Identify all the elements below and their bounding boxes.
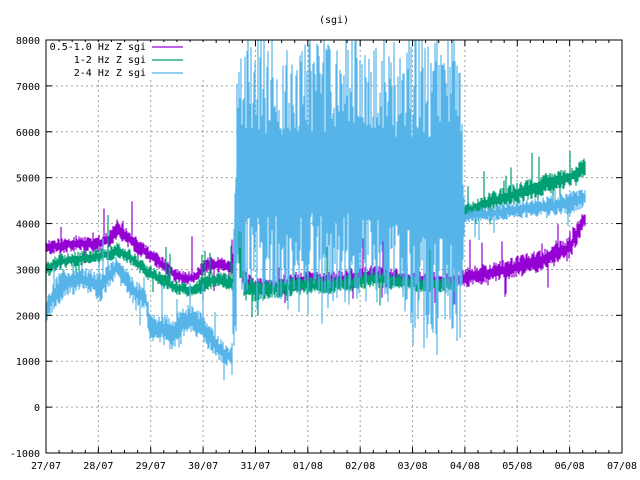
legend-label-1-2hz: 1-2 Hz Z sgi bbox=[74, 55, 146, 66]
x-tick-label: 28/07 bbox=[83, 461, 113, 472]
y-tick-label: 8000 bbox=[16, 36, 40, 47]
legend-label-0-5-1hz: 0.5-1.0 Hz Z sgi bbox=[50, 42, 146, 53]
chart-title: (sgi) bbox=[319, 15, 349, 26]
x-tick-label: 31/07 bbox=[240, 461, 270, 472]
x-tick-label: 03/08 bbox=[397, 461, 427, 472]
data-series bbox=[45, 40, 586, 381]
y-tick-label: -1000 bbox=[10, 449, 40, 460]
legend: 0.5-1.0 Hz Z sgi 1-2 Hz Z sgi 2-4 Hz Z s… bbox=[48, 42, 208, 80]
legend-background bbox=[48, 42, 208, 80]
plot-frame bbox=[45, 39, 623, 454]
x-tick-label: 27/07 bbox=[31, 461, 61, 472]
y-tick-label: 6000 bbox=[16, 128, 40, 139]
y-tick-label: 7000 bbox=[16, 82, 40, 93]
y-tick-label: 3000 bbox=[16, 265, 40, 276]
y-tick-label: 0 bbox=[34, 403, 40, 414]
y-tick-label: 5000 bbox=[16, 174, 40, 185]
y-tick-label: 4000 bbox=[16, 220, 40, 231]
legend-label-2-4hz: 2-4 Hz Z sgi bbox=[74, 68, 146, 79]
y-tick-label: 1000 bbox=[16, 357, 40, 368]
y-tick-label: 2000 bbox=[16, 311, 40, 322]
x-tick-label: 06/08 bbox=[555, 461, 585, 472]
x-tick-label: 30/07 bbox=[188, 461, 218, 472]
x-tick-label: 01/08 bbox=[293, 461, 323, 472]
x-tick-label: 29/07 bbox=[136, 461, 166, 472]
x-tick-label: 04/08 bbox=[450, 461, 480, 472]
axes: -1000 0 1000 2000 3000 4000 5000 6000 7000 8000 27… bbox=[10, 36, 637, 472]
x-tick-label: 02/08 bbox=[345, 461, 375, 472]
x-tick-label: 05/08 bbox=[502, 461, 532, 472]
x-tick-label: 07/08 bbox=[607, 461, 637, 472]
